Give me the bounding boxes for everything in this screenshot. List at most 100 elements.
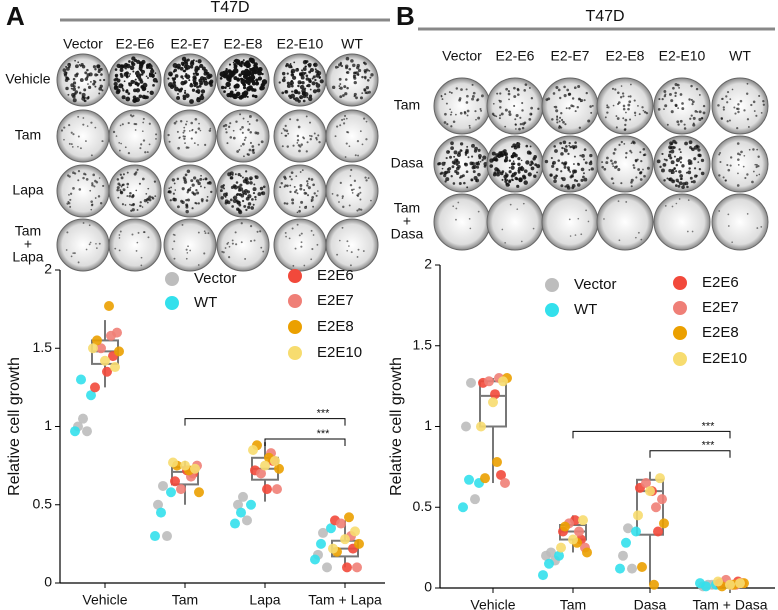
colony xyxy=(285,134,288,137)
colony xyxy=(585,209,587,212)
colony xyxy=(291,227,294,230)
colony xyxy=(115,89,121,95)
colony xyxy=(555,118,559,121)
colony xyxy=(224,199,229,204)
colony xyxy=(746,82,749,85)
significance-label: *** xyxy=(702,440,716,452)
colony xyxy=(132,95,137,100)
colony xyxy=(100,73,103,76)
colony xyxy=(551,118,554,121)
colony xyxy=(727,168,731,172)
colony xyxy=(115,77,119,81)
colony xyxy=(304,65,307,68)
colony xyxy=(247,128,250,132)
colony xyxy=(356,140,360,143)
colony xyxy=(289,190,292,194)
colony xyxy=(556,121,559,124)
colony xyxy=(66,231,69,234)
colony xyxy=(305,74,309,78)
colony xyxy=(679,151,682,154)
colony xyxy=(141,73,144,76)
colony xyxy=(235,243,238,246)
colony xyxy=(127,121,130,125)
colony xyxy=(589,153,593,158)
data-point xyxy=(236,507,246,518)
colony xyxy=(746,173,749,176)
well xyxy=(56,109,110,163)
colony xyxy=(248,57,253,62)
colony xyxy=(346,86,349,90)
colony xyxy=(552,92,556,95)
well xyxy=(596,193,654,251)
colony xyxy=(132,114,135,117)
colony xyxy=(177,146,180,150)
colony xyxy=(300,69,304,72)
colony xyxy=(674,94,677,98)
colony xyxy=(298,149,301,153)
well-plate xyxy=(711,135,769,193)
colony xyxy=(312,234,315,236)
colony xyxy=(121,123,124,126)
colony xyxy=(148,143,151,146)
colony xyxy=(499,92,502,95)
colony xyxy=(582,175,585,179)
colony xyxy=(121,95,126,100)
colony xyxy=(229,171,234,176)
colony xyxy=(79,78,84,82)
colony xyxy=(136,209,139,211)
colony xyxy=(239,113,242,116)
colony xyxy=(122,173,125,176)
significance-label: *** xyxy=(317,428,331,440)
data-point xyxy=(725,579,735,590)
colony xyxy=(690,180,693,184)
colony xyxy=(234,58,239,64)
colony xyxy=(629,95,632,98)
colony xyxy=(688,167,691,170)
colony xyxy=(251,87,255,92)
colony xyxy=(646,166,650,170)
colony xyxy=(309,88,312,91)
colony xyxy=(638,113,641,116)
y-tick-label: 2 xyxy=(44,261,52,277)
colony xyxy=(131,195,134,199)
data-point xyxy=(114,346,124,357)
colony xyxy=(188,79,191,82)
colony xyxy=(471,155,474,158)
colony xyxy=(120,176,124,180)
colony xyxy=(255,78,259,82)
colony xyxy=(254,195,257,199)
colony xyxy=(245,60,250,65)
colony xyxy=(457,201,460,204)
colony xyxy=(337,66,340,68)
colony xyxy=(295,189,298,192)
data-point xyxy=(659,518,669,529)
colony xyxy=(120,142,122,145)
colony xyxy=(241,125,244,129)
colony xyxy=(737,103,740,106)
data-point xyxy=(649,579,659,590)
colony xyxy=(745,92,749,95)
colony xyxy=(147,77,149,79)
colony xyxy=(762,100,765,103)
colony xyxy=(687,159,692,163)
colony xyxy=(102,184,105,188)
colony xyxy=(173,68,178,72)
colony xyxy=(437,162,441,166)
colony xyxy=(356,209,359,212)
colony xyxy=(178,137,181,139)
data-point xyxy=(170,476,180,487)
colony xyxy=(128,194,132,198)
colony xyxy=(668,92,672,96)
data-point xyxy=(246,499,256,510)
colony xyxy=(681,102,684,105)
colony xyxy=(67,62,72,67)
colony xyxy=(249,239,253,243)
colony xyxy=(577,97,581,101)
colony xyxy=(472,170,476,174)
data-point xyxy=(554,550,564,561)
colony xyxy=(694,110,698,113)
colony xyxy=(114,74,118,77)
well xyxy=(653,135,711,193)
colony xyxy=(349,183,353,187)
colony xyxy=(101,140,104,143)
